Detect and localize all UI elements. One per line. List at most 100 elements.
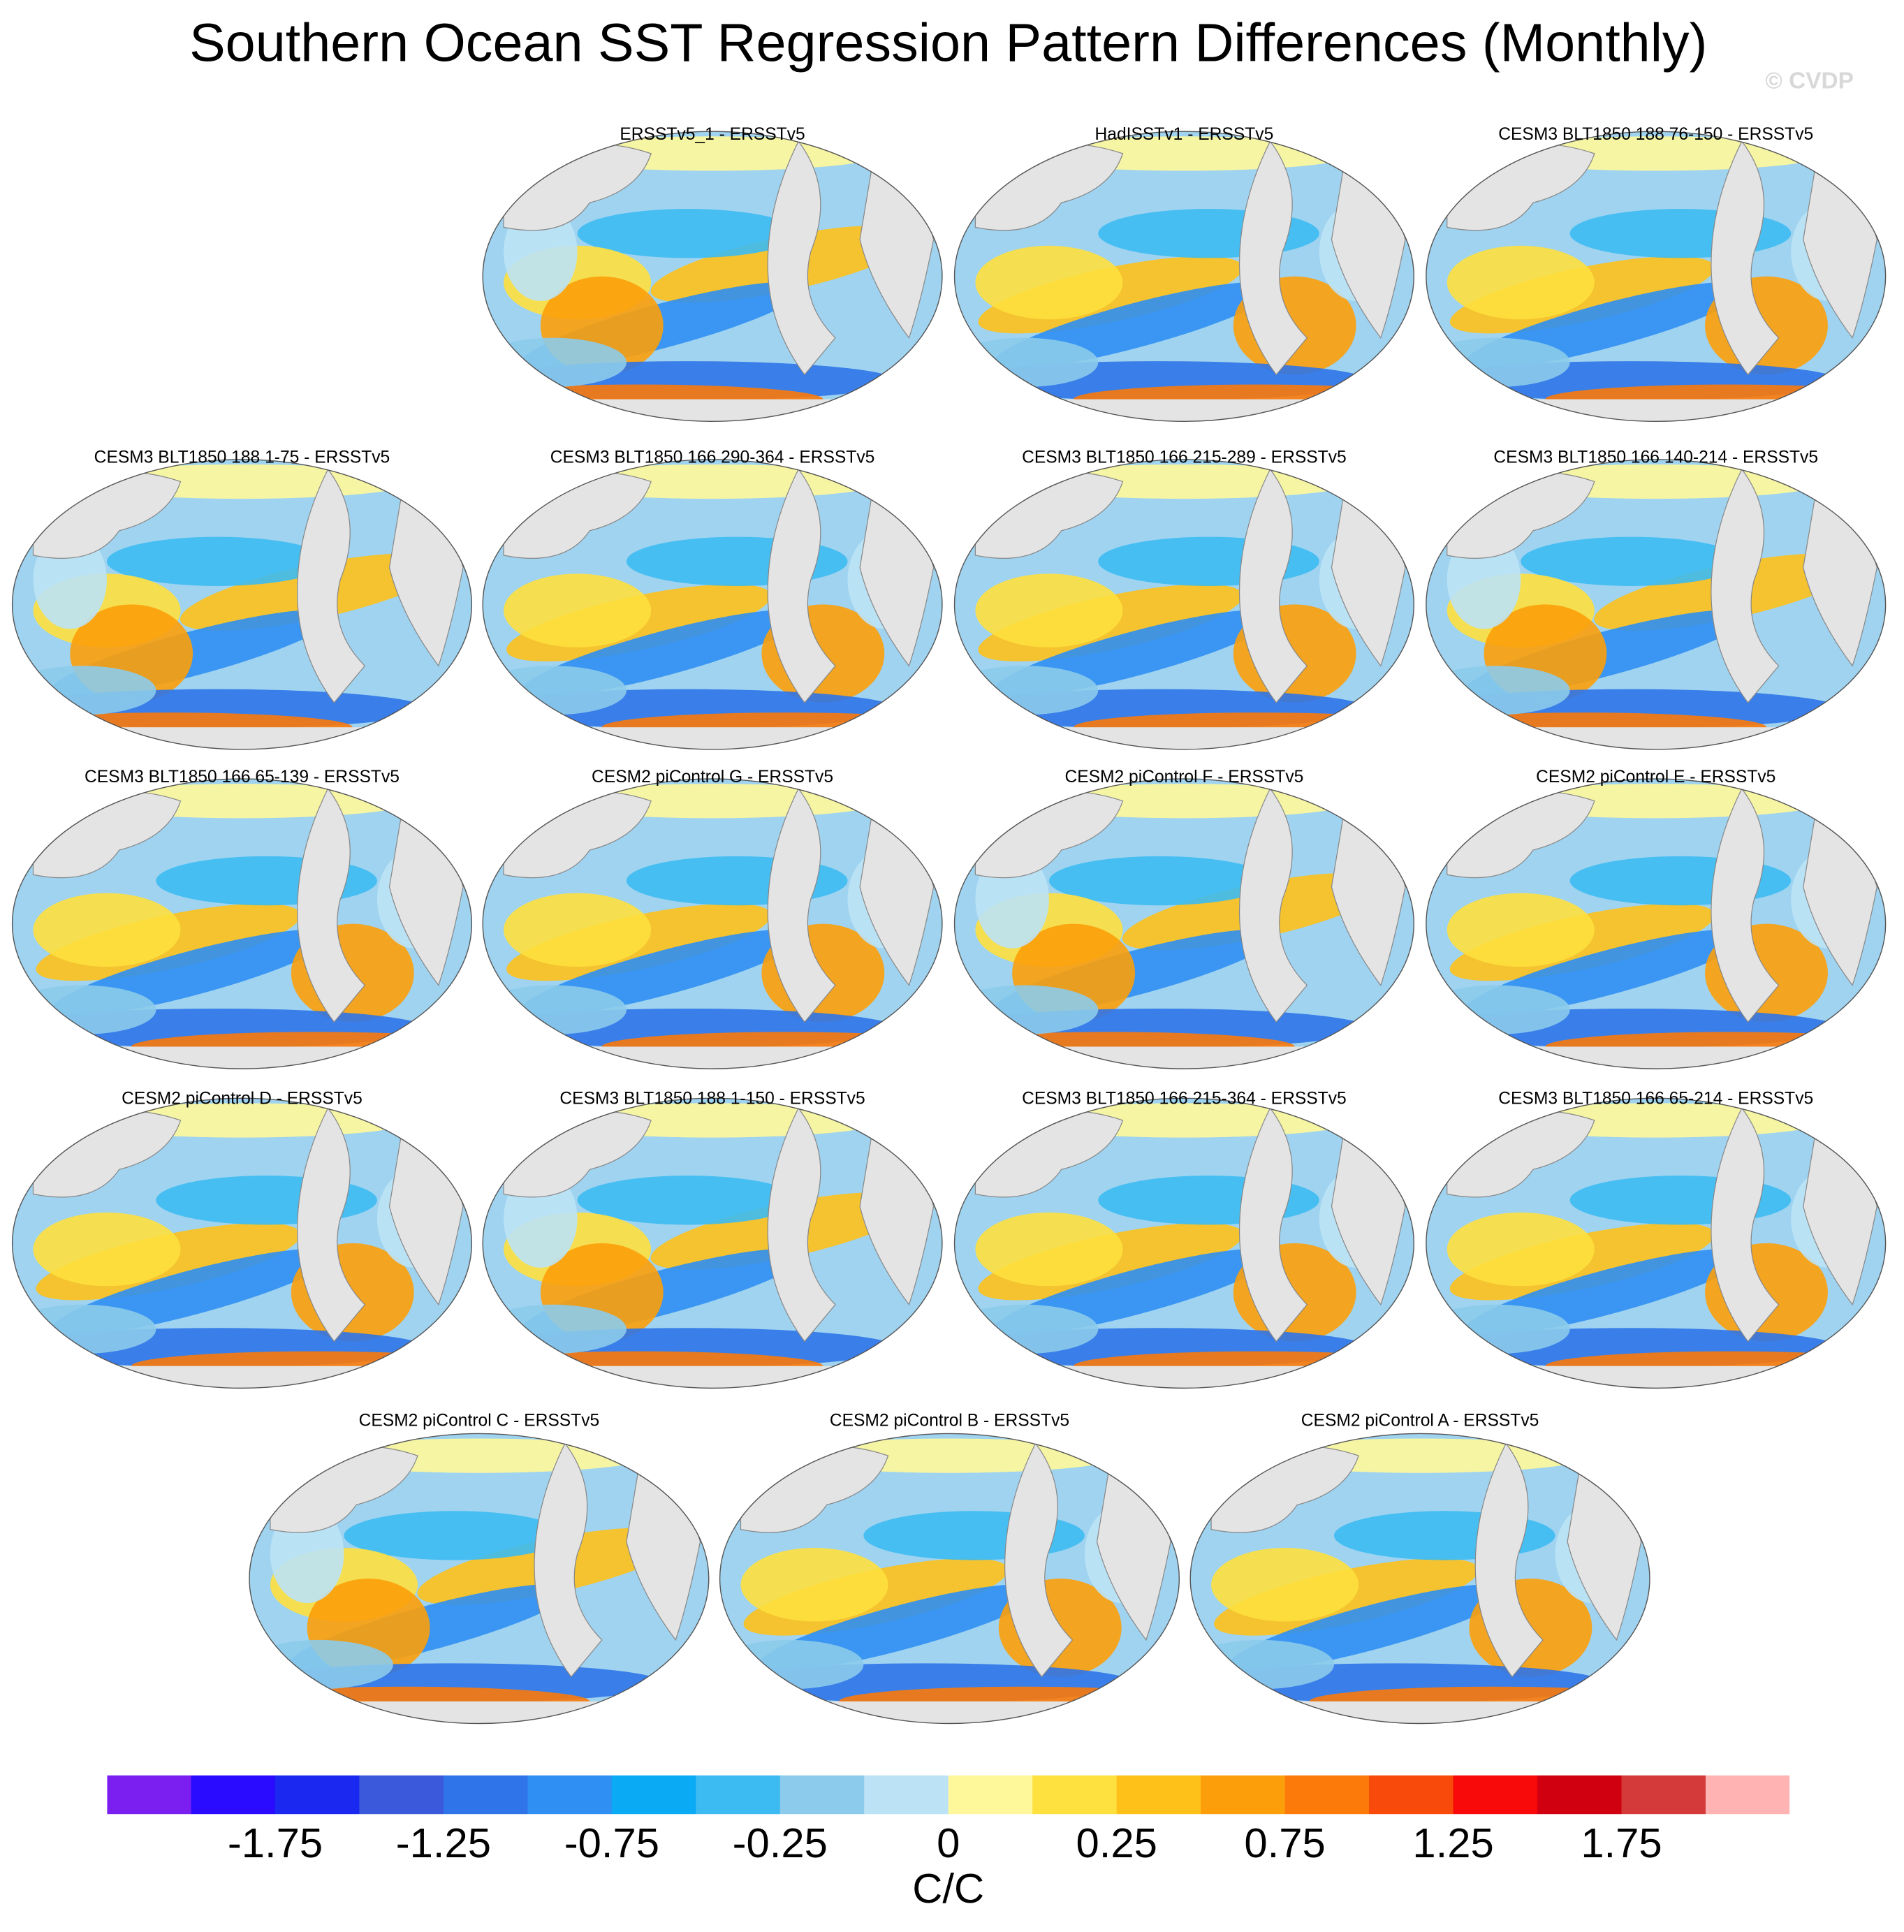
map-border — [953, 131, 1414, 422]
map-border — [953, 459, 1414, 750]
antarctica — [954, 727, 1414, 749]
colorbar-frame — [106, 1774, 1790, 1815]
watermark: © CVDP — [1765, 68, 1854, 94]
field-patch — [1426, 1304, 1570, 1354]
colorbar-box — [1369, 1775, 1454, 1815]
antarctica — [483, 399, 942, 422]
colorbar-tick-label: 0.75 — [1244, 1820, 1325, 1866]
field-patch — [483, 666, 627, 715]
colorbar-box — [696, 1775, 781, 1815]
field-patch — [975, 1212, 1123, 1287]
map-border — [1189, 1433, 1650, 1725]
map-border — [11, 778, 473, 1069]
map-panel — [249, 1433, 709, 1724]
colorbar-box — [1032, 1775, 1118, 1815]
map-border — [953, 778, 1414, 1069]
map-panel — [1426, 459, 1886, 749]
land — [534, 1442, 603, 1678]
map-panel — [954, 459, 1414, 749]
land — [1004, 1442, 1074, 1678]
antarctica — [12, 1046, 472, 1069]
field-patch — [577, 1176, 799, 1225]
field-patch — [954, 1304, 1099, 1354]
land — [1711, 1107, 1780, 1342]
map-panel — [483, 779, 942, 1069]
field-patch — [975, 245, 1123, 320]
panel-title: CESM2 piControl B - ERSSTv5 — [830, 1411, 1069, 1430]
panel-title: CESM3 BLT1850 166 140-214 - ERSSTv5 — [1493, 448, 1818, 467]
map-border — [1426, 778, 1887, 1069]
land — [1711, 468, 1780, 704]
map-panel — [483, 1098, 942, 1389]
figure-title: Southern Ocean SST Regression Pattern Di… — [189, 13, 1707, 73]
map-border — [1426, 131, 1887, 422]
colorbar-box — [1201, 1775, 1286, 1815]
map-border — [482, 778, 943, 1069]
panel-title: CESM3 BLT1850 166 65-139 - ERSSTv5 — [85, 768, 400, 786]
antarctica — [483, 1046, 942, 1069]
land — [1474, 1442, 1544, 1678]
colorbar-box — [948, 1775, 1033, 1815]
field-patch — [504, 573, 652, 647]
colorbar-box — [1537, 1775, 1623, 1815]
antarctica — [954, 1046, 1414, 1069]
field-patch — [1447, 245, 1595, 320]
map-border — [482, 459, 943, 750]
field-patch — [1447, 893, 1595, 967]
field-patch — [954, 337, 1099, 388]
colorbar-tick-label: 0.25 — [1076, 1820, 1157, 1866]
antarctica — [483, 727, 942, 749]
panel-title: CESM2 piControl A - ERSSTv5 — [1301, 1411, 1539, 1430]
colorbar-tick-label: -0.25 — [733, 1820, 828, 1866]
field-patch — [1426, 337, 1570, 388]
panel-title: CESM2 piControl C - ERSSTv5 — [359, 1411, 600, 1430]
land — [767, 787, 836, 1023]
colorbar-box — [1284, 1775, 1370, 1815]
panel-title: CESM3 BLT1850 166 215-289 - ERSSTv5 — [1022, 448, 1347, 467]
map-panel — [954, 131, 1414, 422]
field-patch — [1190, 1639, 1334, 1690]
panel-title: CESM3 BLT1850 188 76-150 - ERSSTv5 — [1498, 125, 1813, 144]
field-patch — [483, 1304, 627, 1354]
map-panel — [12, 459, 472, 749]
panel-title: CESM3 BLT1850 166 65-214 - ERSSTv5 — [1498, 1090, 1813, 1108]
map-border — [11, 459, 473, 750]
panel-title: CESM3 BLT1850 166 215-364 - ERSSTv5 — [1022, 1090, 1347, 1108]
map-panel — [12, 1098, 472, 1389]
field-patch — [1048, 856, 1270, 906]
colorbar-tick-label: 0 — [937, 1820, 960, 1866]
land — [296, 1107, 366, 1342]
field-patch — [975, 573, 1123, 647]
colorbar-tick-label: -1.75 — [228, 1820, 323, 1866]
antarctica — [1426, 1366, 1886, 1389]
map-panel — [1426, 779, 1886, 1069]
field-patch — [12, 985, 156, 1034]
field-patch — [954, 666, 1099, 715]
map-border — [249, 1433, 710, 1725]
panel-title: CESM2 piControl G - ERSSTv5 — [592, 768, 833, 786]
land — [767, 140, 836, 376]
panel-title: CESM2 piControl D - ERSSTv5 — [122, 1090, 363, 1108]
field-patch — [483, 337, 627, 388]
map-panel — [719, 1433, 1180, 1724]
map-border — [719, 1433, 1180, 1725]
panel-title: CESM3 BLT1850 188 1-150 - ERSSTv5 — [559, 1090, 865, 1108]
colorbar-box — [1705, 1775, 1790, 1815]
land — [767, 1107, 836, 1342]
field-patch — [719, 1639, 864, 1690]
field-patch — [504, 893, 652, 967]
field-patch — [344, 1511, 566, 1560]
colorbar-tick-label: -0.75 — [564, 1820, 659, 1866]
field-patch — [1426, 666, 1570, 715]
map-panel — [1426, 1098, 1886, 1389]
map-panel — [954, 779, 1414, 1069]
colorbar-box — [1116, 1775, 1201, 1815]
map-border — [482, 131, 943, 422]
field-patch — [249, 1639, 393, 1690]
land — [767, 468, 836, 704]
land — [1238, 1107, 1308, 1342]
colorbar-label: C/C — [912, 1865, 984, 1912]
field-patch — [1447, 1212, 1595, 1287]
antarctica — [954, 1366, 1414, 1389]
